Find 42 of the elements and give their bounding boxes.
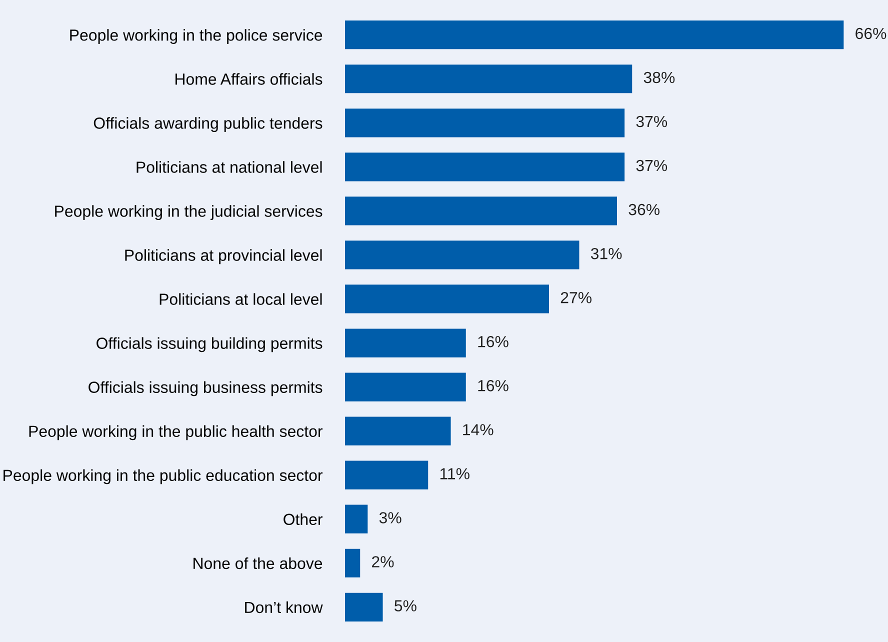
y-tick-label: People working in the public education sector [4,469,323,484]
bar [345,460,428,490]
data-label: 11% [440,468,470,480]
y-tick-label: People working in the police service [70,29,322,44]
y-tick-label: Home Affairs officials [176,73,322,85]
bar [345,20,844,50]
y-tick-label: Politicians at provincial level [125,249,322,264]
bar [345,504,368,534]
y-tick-label: People working in the public health sector [29,425,323,440]
bar [345,592,383,622]
bar [345,108,625,138]
y-tick-label: Other [284,513,323,526]
data-label: 36% [628,204,660,216]
bar [345,64,632,94]
bar [345,416,451,446]
data-label: 38% [644,72,675,84]
bar [345,372,466,402]
data-label: 16% [478,380,508,392]
bar [345,328,466,358]
bar [345,152,625,182]
y-tick-label: Don’t know [245,601,323,614]
bar [345,196,617,226]
y-tick-label: Politicians at local level [160,293,322,305]
data-label: 37% [636,160,668,172]
data-label: 14% [463,424,494,436]
y-tick-label: Politicians at national level [136,161,322,173]
data-label: 5% [394,600,416,612]
bar [345,240,580,270]
data-label: 27% [560,292,592,304]
y-tick-label: None of the above [194,557,322,570]
bar [345,548,360,578]
data-label: 3% [379,512,402,524]
data-label: 31% [590,248,622,260]
y-tick-label: Officials awarding public tenders [94,117,322,132]
y-tick-label: Officials issuing building permits [96,337,322,352]
data-label: 66% [856,28,886,40]
y-tick-label: People working in the judicial services [55,205,322,220]
bar [345,284,549,314]
data-label: 16% [478,336,508,348]
y-tick-label: Officials issuing business permits [88,381,322,396]
data-label: 37% [636,116,668,128]
data-label: 2% [372,556,394,568]
